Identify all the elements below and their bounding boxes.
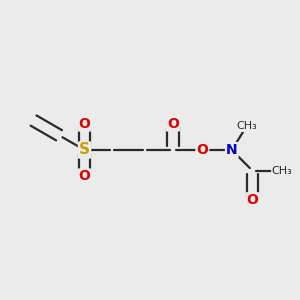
Text: CH₃: CH₃ [236, 122, 257, 131]
Text: CH₃: CH₃ [272, 166, 292, 176]
Text: N: N [226, 143, 238, 157]
Text: O: O [167, 116, 179, 130]
Text: S: S [79, 142, 90, 158]
Text: O: O [247, 193, 259, 207]
Text: O: O [196, 143, 208, 157]
Text: O: O [79, 116, 91, 130]
Text: O: O [79, 169, 91, 184]
